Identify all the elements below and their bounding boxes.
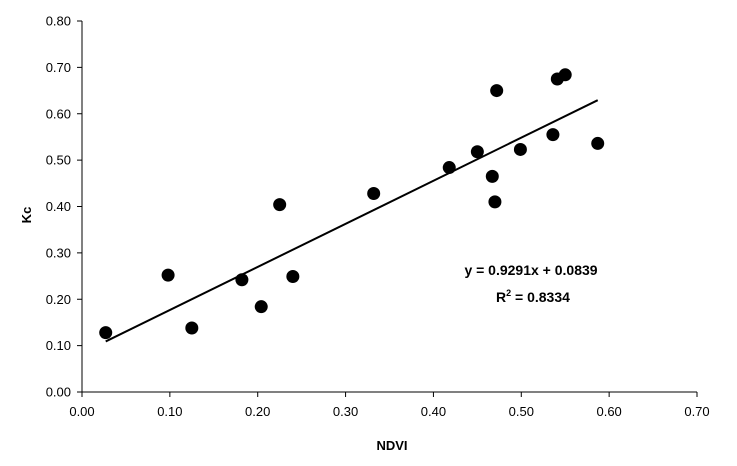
x-tick-label: 0.70	[684, 404, 709, 419]
y-tick-label: 0.20	[46, 292, 71, 307]
data-point	[235, 273, 249, 287]
y-tick-label: 0.40	[46, 199, 71, 214]
tick-labels: 0.00 0.10 0.20 0.30 0.40 0.50 0.60 0.70 0.00 0.10…	[46, 14, 710, 420]
trendline-equation: y = 0.9291x + 0.0839	[464, 262, 597, 278]
x-tick-label: 0.40	[421, 404, 446, 419]
trendline-layer	[105, 99, 599, 343]
data-point	[254, 300, 268, 314]
y-tick-label: 0.50	[46, 153, 71, 168]
r-squared-symbol: R	[496, 289, 506, 305]
data-point	[185, 321, 199, 335]
data-point	[470, 145, 484, 159]
data-point	[485, 169, 499, 183]
r-squared-value: = 0.8334	[511, 289, 570, 305]
data-point	[273, 198, 287, 212]
y-tick-label: 0.70	[46, 60, 71, 75]
data-point	[161, 268, 175, 282]
trendline	[105, 99, 599, 343]
data-point	[546, 128, 560, 142]
data-point	[591, 136, 605, 150]
data-point	[513, 142, 527, 156]
data-point	[442, 161, 456, 175]
data-point	[367, 187, 381, 201]
x-tick-label: 0.50	[509, 404, 534, 419]
x-tick-label: 0.10	[157, 404, 182, 419]
y-tick-label: 0.30	[46, 245, 71, 260]
y-tick-label: 0.00	[46, 385, 71, 400]
r-squared-superscript: 2	[506, 288, 511, 298]
r-squared-label: R2 = 0.8334	[496, 288, 570, 305]
y-tick-label: 0.10	[46, 338, 71, 353]
data-point	[558, 68, 572, 82]
data-point	[99, 326, 113, 340]
x-tick-label: 0.30	[333, 404, 358, 419]
x-tick-label: 0.00	[69, 404, 94, 419]
y-tick-label: 0.60	[46, 106, 71, 121]
data-point	[490, 84, 504, 98]
data-point	[488, 195, 502, 209]
x-tick-label: 0.60	[596, 404, 621, 419]
data-point	[286, 270, 300, 284]
y-tick-label: 0.80	[46, 14, 71, 29]
x-tick-label: 0.20	[245, 404, 270, 419]
data-points	[99, 68, 605, 340]
x-axis-title: NDVI	[376, 438, 407, 453]
axes	[77, 20, 698, 397]
y-axis-title: Kc	[19, 207, 34, 224]
